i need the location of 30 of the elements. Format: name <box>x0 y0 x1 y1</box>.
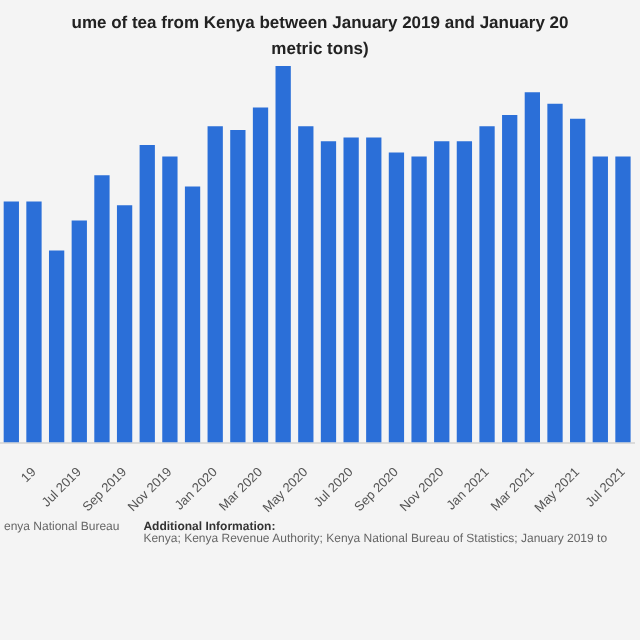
bar <box>139 145 155 443</box>
bar <box>298 126 314 443</box>
bar <box>388 152 405 443</box>
bar <box>547 103 563 443</box>
chart-subtitle: metric tons) <box>269 38 371 58</box>
bar <box>615 156 631 443</box>
bar <box>366 137 382 443</box>
bar <box>162 156 178 443</box>
bar <box>570 118 586 443</box>
bar <box>207 126 223 443</box>
bar <box>184 186 201 443</box>
bar <box>320 141 337 443</box>
bar <box>26 201 42 443</box>
bar <box>116 205 133 443</box>
bar <box>479 126 495 443</box>
bar <box>592 156 608 443</box>
bar <box>434 141 450 443</box>
bar <box>252 107 269 443</box>
bar <box>275 66 291 443</box>
bar <box>502 114 518 443</box>
bar <box>3 201 19 443</box>
bar <box>230 130 246 443</box>
chart-title: ume of tea from Kenya between January 2019 and January 20 <box>69 12 571 32</box>
bar <box>71 220 87 443</box>
bar <box>456 141 473 443</box>
bar <box>343 137 359 443</box>
bar <box>524 92 540 443</box>
bar <box>48 250 65 443</box>
bar <box>411 156 427 443</box>
bar <box>94 175 110 443</box>
